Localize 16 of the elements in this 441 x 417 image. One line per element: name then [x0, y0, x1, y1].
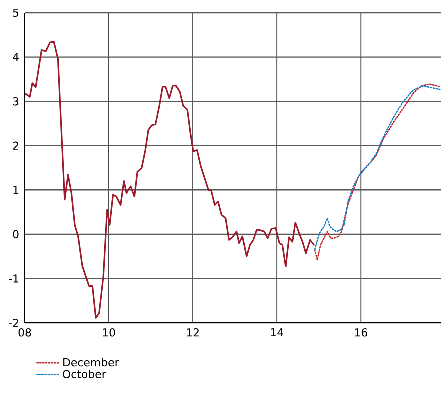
y-tick-label: -2: [9, 318, 18, 328]
x-tick-label: 12: [187, 328, 199, 337]
y-tick-label: 4: [13, 53, 19, 62]
y-tick-label: 3: [13, 97, 19, 106]
x-tick-label: 14: [271, 328, 284, 336]
y-tick-label: 5: [13, 8, 19, 18]
y-tick-label: 0: [13, 230, 19, 239]
y-tick-label: 2: [13, 142, 18, 150]
x-tick-label: 08: [18, 328, 32, 337]
legend-label: December: [64, 358, 120, 367]
x-tick-label: 16: [355, 328, 368, 337]
y-tick-label: 1: [14, 186, 18, 194]
legend-label: October: [63, 370, 106, 378]
y-tick-label: -1: [9, 274, 18, 283]
line-series: [25, 40, 315, 319]
x-tick-label: 10: [103, 328, 116, 337]
